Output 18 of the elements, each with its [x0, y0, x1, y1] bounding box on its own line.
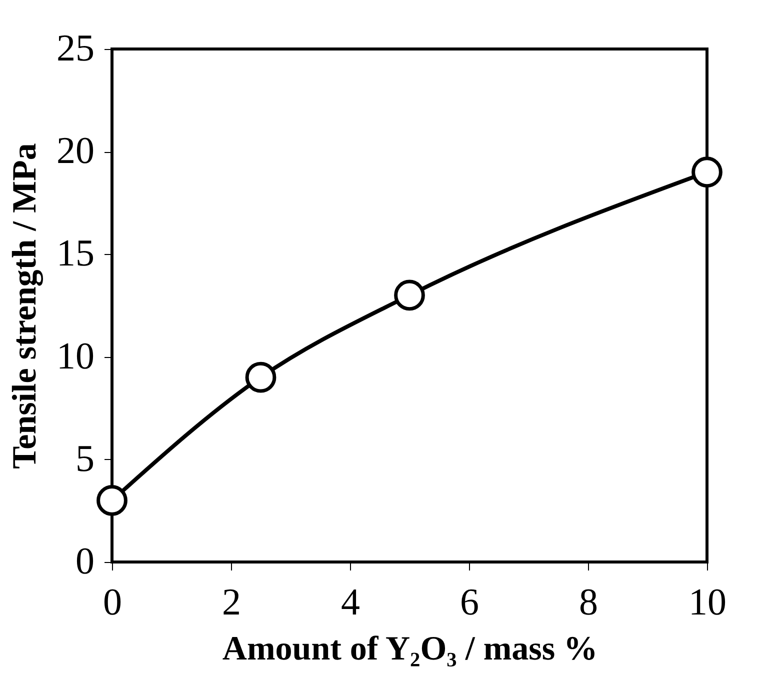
x-tick-label: 4: [341, 582, 360, 624]
y-axis-title: Tensile strength / MPa: [6, 143, 44, 469]
y-tick-label: 10: [56, 335, 94, 378]
x-tick-label: 0: [103, 582, 122, 624]
y-tick-label: 15: [56, 232, 94, 275]
x-axis-title: Amount of Y₂O₃ / mass %: [222, 630, 598, 668]
y-tick-label: 5: [76, 438, 94, 480]
point: [394, 280, 425, 311]
point: [692, 156, 722, 188]
x-tick-label: 6: [460, 582, 479, 624]
x-tick-label: 8: [579, 582, 598, 624]
point: [96, 485, 128, 516]
y-tick-label: 25: [56, 28, 94, 70]
point: [245, 362, 276, 393]
x-tick-label: 10: [688, 582, 726, 624]
y-tick-label: 20: [56, 130, 94, 172]
x-tick-label: 2: [222, 582, 241, 624]
y-tick-label: 0: [76, 540, 94, 582]
